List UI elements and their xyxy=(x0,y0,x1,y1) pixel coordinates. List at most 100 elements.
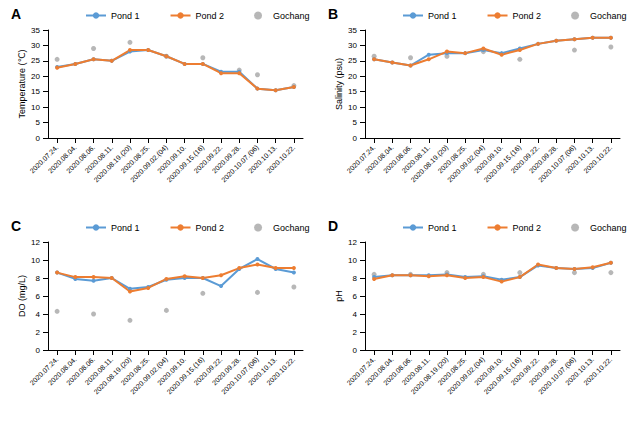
svg-text:2020.09.22.: 2020.09.22. xyxy=(192,355,224,387)
svg-text:2020.09.28.: 2020.09.28. xyxy=(210,143,242,175)
svg-text:Gochang: Gochang xyxy=(590,223,627,233)
svg-text:D: D xyxy=(328,218,338,234)
svg-text:2020.08.25.: 2020.08.25. xyxy=(119,355,151,387)
svg-text:2020.09.02.(04): 2020.09.02.(04) xyxy=(129,143,169,184)
svg-text:A: A xyxy=(11,6,21,22)
svg-text:C: C xyxy=(11,218,21,234)
svg-text:2020.07.24.: 2020.07.24. xyxy=(28,355,60,387)
svg-text:25: 25 xyxy=(348,56,357,65)
svg-text:4: 4 xyxy=(36,310,41,319)
svg-text:Gochang: Gochang xyxy=(273,223,310,233)
svg-text:2020.09.02.(04): 2020.09.02.(04) xyxy=(446,355,486,396)
svg-text:8: 8 xyxy=(353,274,358,283)
svg-text:10: 10 xyxy=(348,103,357,112)
svg-text:5: 5 xyxy=(353,118,358,127)
svg-text:2020.07.24.: 2020.07.24. xyxy=(345,143,377,175)
svg-text:15: 15 xyxy=(348,87,357,96)
svg-text:12: 12 xyxy=(31,238,40,247)
svg-text:Pond 2: Pond 2 xyxy=(513,223,542,233)
svg-text:2020.09.10.: 2020.09.10. xyxy=(473,355,505,387)
svg-text:2020.09.15.(16): 2020.09.15.(16) xyxy=(482,143,523,184)
svg-text:2020.10.07.(06): 2020.10.07.(06) xyxy=(537,143,577,184)
svg-text:30: 30 xyxy=(31,41,40,50)
svg-text:2020.07.24.: 2020.07.24. xyxy=(28,143,60,175)
svg-text:2: 2 xyxy=(353,328,358,337)
svg-text:2020.08.11.: 2020.08.11. xyxy=(400,355,432,387)
svg-text:35: 35 xyxy=(348,26,357,35)
svg-text:10: 10 xyxy=(31,103,40,112)
svg-text:2020.08.25.: 2020.08.25. xyxy=(119,143,151,175)
svg-text:2020.09.10.: 2020.09.10. xyxy=(156,143,188,175)
svg-text:2020.08.25.: 2020.08.25. xyxy=(436,143,468,175)
svg-text:Pond 2: Pond 2 xyxy=(196,223,225,233)
svg-text:6: 6 xyxy=(353,292,358,301)
svg-text:Pond 1: Pond 1 xyxy=(111,11,140,21)
svg-text:2020.09.10.: 2020.09.10. xyxy=(156,355,188,387)
svg-text:pH: pH xyxy=(334,290,344,302)
svg-text:2020.09.22.: 2020.09.22. xyxy=(509,355,541,387)
svg-text:20: 20 xyxy=(348,72,357,81)
svg-text:6: 6 xyxy=(36,292,41,301)
svg-text:2020.10.07.(06): 2020.10.07.(06) xyxy=(220,143,260,184)
svg-text:12: 12 xyxy=(348,238,357,247)
svg-text:2020.09.28.: 2020.09.28. xyxy=(527,143,559,175)
svg-text:2020.09.15.(16): 2020.09.15.(16) xyxy=(482,355,523,396)
svg-text:15: 15 xyxy=(31,87,40,96)
svg-text:2020.08.19.(20): 2020.08.19.(20) xyxy=(409,143,450,184)
svg-text:0: 0 xyxy=(353,134,358,143)
svg-text:2: 2 xyxy=(36,328,41,337)
svg-text:30: 30 xyxy=(348,41,357,50)
svg-text:2020.08.04.: 2020.08.04. xyxy=(363,355,395,387)
svg-text:2020.09.15.(16): 2020.09.15.(16) xyxy=(165,143,206,184)
svg-text:2020.08.11.: 2020.08.11. xyxy=(83,143,115,175)
svg-text:Pond 2: Pond 2 xyxy=(513,11,542,21)
svg-text:B: B xyxy=(328,6,338,22)
svg-text:20: 20 xyxy=(31,72,40,81)
svg-text:Pond 1: Pond 1 xyxy=(428,11,457,21)
svg-text:2020.08.19.(20): 2020.08.19.(20) xyxy=(409,355,450,396)
svg-text:0: 0 xyxy=(36,134,41,143)
svg-text:2020.10.07.(06): 2020.10.07.(06) xyxy=(537,355,577,396)
svg-text:Salinity (psu): Salinity (psu) xyxy=(334,58,344,110)
svg-text:2020.10.07.(06): 2020.10.07.(06) xyxy=(220,355,260,396)
svg-text:2020.09.15.(16): 2020.09.15.(16) xyxy=(165,355,206,396)
svg-text:Gochang: Gochang xyxy=(590,11,627,21)
svg-text:2020.10.13.: 2020.10.13. xyxy=(247,143,279,175)
svg-text:2020.08.11.: 2020.08.11. xyxy=(400,143,432,175)
svg-text:Temperature (℃): Temperature (℃) xyxy=(17,49,27,118)
svg-text:10: 10 xyxy=(31,256,40,265)
svg-text:4: 4 xyxy=(353,310,358,319)
svg-text:2020.08.19.(20): 2020.08.19.(20) xyxy=(92,355,133,396)
svg-text:2020.10.13.: 2020.10.13. xyxy=(564,143,596,175)
svg-text:2020.09.28.: 2020.09.28. xyxy=(210,355,242,387)
svg-text:2020.09.10.: 2020.09.10. xyxy=(473,143,505,175)
svg-text:2020.08.25.: 2020.08.25. xyxy=(436,355,468,387)
svg-text:0: 0 xyxy=(36,346,41,355)
svg-text:2020.08.04.: 2020.08.04. xyxy=(363,143,395,175)
svg-text:2020.10.22.: 2020.10.22. xyxy=(582,143,613,174)
svg-text:2020.09.02.(04): 2020.09.02.(04) xyxy=(446,143,486,184)
svg-text:2020.08.04.: 2020.08.04. xyxy=(46,143,78,175)
svg-text:2020.10.13.: 2020.10.13. xyxy=(247,355,279,387)
svg-text:DO (mg/L): DO (mg/L) xyxy=(17,275,27,317)
svg-text:2020.10.22.: 2020.10.22. xyxy=(582,355,613,386)
svg-text:35: 35 xyxy=(31,26,40,35)
svg-text:2020.09.02.(04): 2020.09.02.(04) xyxy=(129,355,169,396)
svg-text:10: 10 xyxy=(348,256,357,265)
svg-text:Pond 2: Pond 2 xyxy=(196,11,225,21)
svg-text:0: 0 xyxy=(353,346,358,355)
svg-text:5: 5 xyxy=(36,118,41,127)
svg-text:2020.09.22.: 2020.09.22. xyxy=(509,143,541,175)
svg-text:25: 25 xyxy=(31,56,40,65)
svg-text:Gochang: Gochang xyxy=(273,11,310,21)
svg-text:Pond 1: Pond 1 xyxy=(428,223,457,233)
svg-text:2020.08.11.: 2020.08.11. xyxy=(83,355,115,387)
svg-text:2020.10.22.: 2020.10.22. xyxy=(265,355,296,386)
svg-text:2020.09.22.: 2020.09.22. xyxy=(192,143,224,175)
svg-text:2020.08.04.: 2020.08.04. xyxy=(46,355,78,387)
svg-text:2020.10.22.: 2020.10.22. xyxy=(265,143,296,174)
svg-text:8: 8 xyxy=(36,274,41,283)
svg-text:Pond 1: Pond 1 xyxy=(111,223,140,233)
svg-text:2020.07.24.: 2020.07.24. xyxy=(345,355,377,387)
svg-text:2020.08.19.(20): 2020.08.19.(20) xyxy=(92,143,133,184)
